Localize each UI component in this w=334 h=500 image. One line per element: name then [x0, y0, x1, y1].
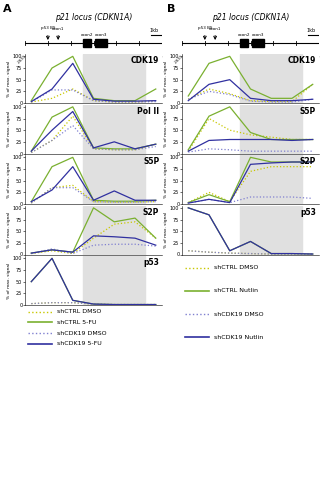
Text: +11443: +11443 — [151, 54, 165, 68]
FancyBboxPatch shape — [252, 39, 264, 47]
Text: p53 BS: p53 BS — [198, 26, 212, 30]
Text: shCTRL DMSO: shCTRL DMSO — [56, 310, 101, 314]
Text: S2P: S2P — [300, 158, 316, 166]
Text: exon3: exon3 — [95, 33, 107, 37]
Text: CDK19: CDK19 — [131, 56, 159, 66]
Y-axis label: % of max. signal: % of max. signal — [7, 111, 11, 147]
Text: -2631: -2631 — [17, 54, 28, 64]
Text: shCDK19 Nutlin: shCDK19 Nutlin — [213, 335, 263, 340]
Y-axis label: % of max. signal: % of max. signal — [7, 212, 11, 248]
FancyBboxPatch shape — [95, 39, 107, 47]
Text: shCDK19 DMSO: shCDK19 DMSO — [213, 312, 263, 316]
Text: +4001: +4001 — [107, 54, 119, 66]
Text: p53: p53 — [143, 258, 159, 268]
Text: 1kb: 1kb — [306, 28, 316, 32]
Text: +11443: +11443 — [308, 54, 322, 68]
Text: -2263: -2263 — [197, 54, 208, 64]
Text: shCDK19 DMSO: shCDK19 DMSO — [56, 330, 106, 336]
Text: Pol II: Pol II — [137, 107, 159, 116]
Text: p21 locus (CDKN1A): p21 locus (CDKN1A) — [212, 12, 289, 22]
Text: exon2: exon2 — [81, 33, 94, 37]
Text: exon1: exon1 — [52, 26, 64, 30]
Text: p21 locus (CDKN1A): p21 locus (CDKN1A) — [55, 12, 132, 22]
FancyBboxPatch shape — [240, 39, 248, 47]
Text: exon2: exon2 — [238, 33, 250, 37]
Text: p53 BS: p53 BS — [41, 26, 55, 30]
Y-axis label: % of max. signal: % of max. signal — [7, 262, 11, 298]
Y-axis label: % of max. signal: % of max. signal — [164, 111, 168, 147]
Text: exon1: exon1 — [209, 26, 221, 30]
Text: S5P: S5P — [143, 158, 159, 166]
Y-axis label: % of max. signal: % of max. signal — [164, 212, 168, 248]
Text: S2P: S2P — [143, 208, 159, 217]
Bar — [83, 54, 145, 103]
Bar — [83, 206, 145, 254]
Bar — [240, 54, 302, 103]
Text: CDK19: CDK19 — [288, 56, 316, 66]
Text: shCTRL DMSO: shCTRL DMSO — [213, 265, 258, 270]
Text: -402
-507: -402 -507 — [64, 54, 77, 66]
Text: exon3: exon3 — [252, 33, 264, 37]
Text: shCTRL 5-FU: shCTRL 5-FU — [56, 320, 96, 325]
Text: -2631: -2631 — [174, 54, 185, 64]
Text: +7011: +7011 — [287, 54, 299, 66]
Text: p53: p53 — [300, 208, 316, 217]
Y-axis label: % of max. signal: % of max. signal — [7, 162, 11, 198]
Bar — [83, 155, 145, 204]
Text: B: B — [167, 4, 175, 14]
Text: -402
-507: -402 -507 — [221, 54, 234, 66]
Y-axis label: % of max. signal: % of max. signal — [7, 60, 11, 96]
Bar — [240, 155, 302, 204]
Bar — [83, 256, 145, 305]
Text: +4001: +4001 — [264, 54, 276, 66]
Y-axis label: % of max. signal: % of max. signal — [164, 162, 168, 198]
Y-axis label: % of max. signal: % of max. signal — [164, 60, 168, 96]
Text: shCDK19 5-FU: shCDK19 5-FU — [56, 341, 101, 346]
FancyBboxPatch shape — [83, 39, 91, 47]
Bar — [240, 206, 302, 254]
Text: -2263: -2263 — [40, 54, 51, 64]
Text: +7011: +7011 — [130, 54, 142, 66]
Bar — [240, 104, 302, 154]
Text: S5P: S5P — [300, 107, 316, 116]
Text: shCTRL Nutlin: shCTRL Nutlin — [213, 288, 258, 294]
Text: 1kb: 1kb — [149, 28, 159, 32]
Text: A: A — [3, 4, 12, 14]
Bar — [83, 104, 145, 154]
